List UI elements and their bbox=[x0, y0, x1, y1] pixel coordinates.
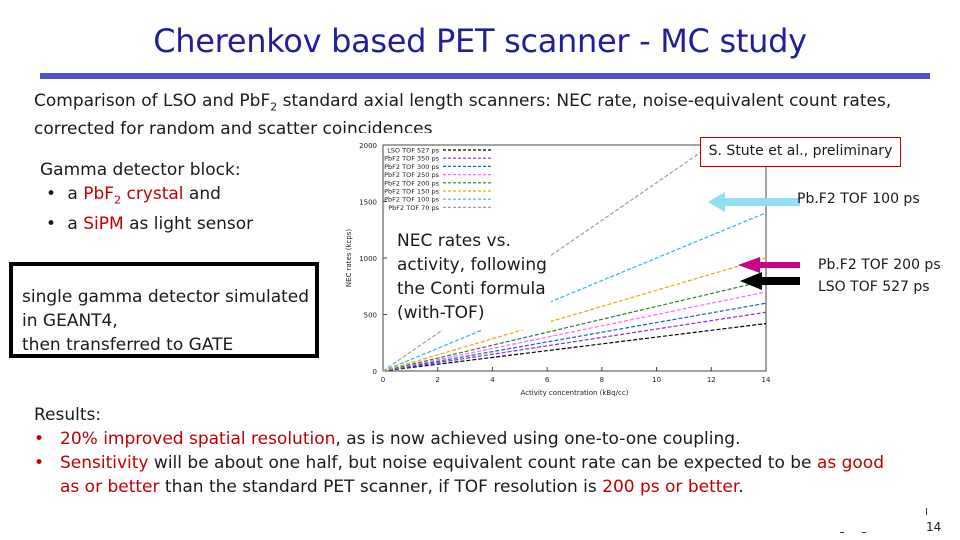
nec-line: NEC rates vs. bbox=[397, 231, 511, 251]
y-tick-label: 500 bbox=[364, 312, 377, 320]
footer-dash bbox=[862, 532, 866, 533]
y-axis-label: NEC rates (kcps) bbox=[345, 229, 353, 288]
legend-label: PbF2 TOF 350 ps bbox=[384, 155, 439, 163]
x-tick-label: 0 bbox=[381, 376, 385, 384]
legend-label: PbF2 TOF 300 ps bbox=[384, 163, 439, 171]
series-line bbox=[382, 311, 767, 372]
arrow-pbf2-100 bbox=[708, 192, 800, 212]
arrow-lso-527 bbox=[740, 272, 800, 290]
title-underline bbox=[40, 73, 930, 79]
arrow-label-pbf2-200: Pb.F2 TOF 200 ps bbox=[818, 257, 941, 273]
reference-box: S. Stute et al., preliminary bbox=[700, 137, 901, 167]
nec-note: NEC rates vs. activity, following the Co… bbox=[393, 226, 551, 330]
subtitle-text: Comparison of LSO and Pb bbox=[34, 91, 261, 111]
x-axis-label: Activity concentration (kBq/cc) bbox=[521, 389, 629, 397]
arrow-labels-200-527: Pb.F2 TOF 200 ps LSO TOF 527 ps bbox=[818, 254, 941, 298]
x-tick-label: 14 bbox=[762, 376, 771, 384]
legend-label: PbF2 TOF 100 ps bbox=[384, 196, 439, 204]
subtitle-text: F bbox=[260, 91, 271, 111]
legend-label: LSO TOF 527 ps bbox=[387, 147, 439, 155]
legend-label: PbF2 TOF 200 ps bbox=[384, 179, 439, 187]
sim-line: in GEANT4, bbox=[22, 311, 118, 331]
series-line bbox=[382, 257, 767, 372]
result-bullet-1: • 20% improved spatial resolution, as is … bbox=[34, 429, 741, 449]
gamma-heading: Gamma detector block: bbox=[40, 160, 241, 180]
series-line bbox=[382, 280, 767, 372]
legend-label: PbF2 TOF 150 ps bbox=[384, 188, 439, 196]
x-tick-label: 4 bbox=[490, 376, 495, 384]
series-line bbox=[382, 212, 767, 372]
gamma-bullet-1: • a PbF2 crystal and bbox=[45, 184, 221, 207]
y-tick-label: 0 bbox=[373, 368, 377, 376]
annotation-arrows bbox=[708, 192, 800, 290]
subtitle-subscript: 2 bbox=[270, 100, 278, 114]
page-title: Cherenkov based PET scanner - MC study bbox=[153, 22, 807, 60]
nec-line: (with-TOF) bbox=[397, 303, 485, 323]
nec-line: the Conti formula bbox=[397, 279, 546, 299]
legend-label: PbF2 TOF 70 ps bbox=[388, 204, 439, 212]
y-tick-label: 1500 bbox=[359, 199, 377, 207]
arrow-label-lso-527: LSO TOF 527 ps bbox=[818, 279, 930, 295]
x-tick-label: 8 bbox=[600, 376, 604, 384]
sim-line: then transferred to GATE bbox=[22, 335, 234, 355]
legend-label: PbF2 TOF 250 ps bbox=[384, 171, 439, 179]
y-tick-label: 1000 bbox=[359, 255, 377, 263]
results-heading: Results: bbox=[34, 405, 102, 425]
x-tick-label: 10 bbox=[652, 376, 661, 384]
gamma-bullet-2: • a SiPM as light sensor bbox=[45, 214, 254, 235]
y-tick-label: 2000 bbox=[359, 142, 377, 150]
gamma-detector-block: Gamma detector block: • a PbF2 crystal a… bbox=[40, 158, 253, 236]
series-line bbox=[382, 302, 767, 372]
results-section: Results: • 20% improved spatial resolutio… bbox=[34, 403, 924, 499]
footer-mark bbox=[926, 508, 927, 515]
result-bullet-2: • Sensitivity will be about one half, but… bbox=[34, 453, 884, 497]
series-line bbox=[382, 291, 767, 372]
subtitle-text: standard axial length scanners: NEC rate… bbox=[277, 91, 892, 111]
x-tick-label: 6 bbox=[545, 376, 550, 384]
arrow-label-pbf2-100: Pb.F2 TOF 100 ps bbox=[797, 191, 920, 207]
subtitle: Comparison of LSO and PbF2 standard axia… bbox=[34, 90, 954, 141]
sim-line: single gamma detector simulated bbox=[22, 287, 310, 307]
nec-line: activity, following bbox=[397, 255, 547, 275]
series-line bbox=[382, 322, 767, 372]
simulation-note-box: single gamma detector simulated in GEANT… bbox=[9, 262, 319, 358]
arrow-pbf2-200 bbox=[738, 257, 800, 273]
footer-dash bbox=[840, 532, 844, 533]
x-tick-label: 12 bbox=[707, 376, 716, 384]
page-number: 14 bbox=[926, 520, 942, 534]
x-tick-label: 2 bbox=[435, 376, 439, 384]
subtitle-text: corrected for random and scatter coincid… bbox=[34, 119, 433, 140]
